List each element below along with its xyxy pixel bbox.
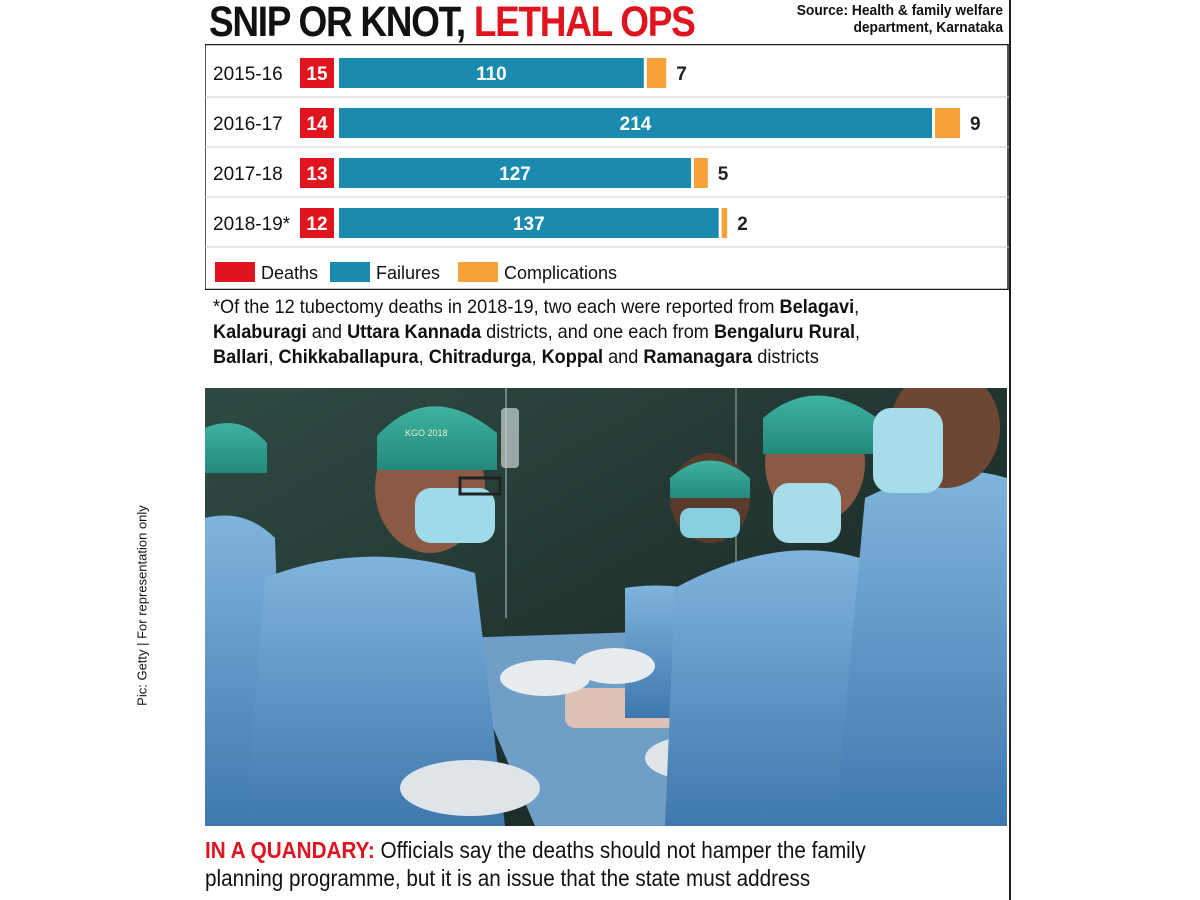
chart-border	[205, 44, 1009, 290]
legend-label: Complications	[504, 263, 617, 283]
title-part-2: LETHAL OPS	[473, 0, 696, 46]
category-label: 2017-18	[213, 164, 283, 185]
caption-line-2: planning programme, but it is an issue t…	[205, 865, 811, 891]
title-part-1: SNIP OR KNOT,	[209, 0, 474, 46]
source-line-2: department, Karnataka	[853, 19, 1003, 36]
legend-swatch	[458, 262, 498, 282]
legend-label: Failures	[376, 263, 440, 283]
note-district-4: Bengaluru Rural	[713, 321, 856, 343]
note-text-4: districts, and one each from	[481, 321, 714, 343]
caption-lead: IN A QUANDARY:	[205, 837, 375, 863]
note-text-1: *Of the 12 tubectomy deaths in 2018-19, …	[213, 296, 780, 318]
failures-bar	[339, 208, 719, 238]
chart-title: SNIP OR KNOT, LETHAL OPS	[209, 0, 696, 47]
failures-bar	[339, 158, 691, 188]
cap-label: KGO 2018	[405, 428, 448, 438]
complications-bar	[935, 108, 960, 138]
chart-background	[205, 44, 1009, 290]
deaths-label: 13	[306, 164, 327, 185]
complications-label: 2	[737, 214, 748, 235]
failures-label: 137	[513, 214, 545, 235]
category-label: 2018-19*	[213, 214, 291, 235]
note-text-9: and	[603, 346, 644, 368]
note-district-6: Chikkaballapura	[278, 346, 419, 368]
note-district-7: Chitradurga	[428, 346, 532, 368]
note-text-7: ,	[418, 346, 429, 368]
deaths-bar	[300, 108, 334, 138]
footnote: *Of the 12 tubectomy deaths in 2018-19, …	[213, 295, 948, 370]
photo-caption: IN A QUANDARY: Officials say the deaths …	[205, 836, 925, 892]
deaths-bar	[300, 208, 334, 238]
complications-bar	[693, 158, 708, 188]
note-text-10: districts	[752, 346, 819, 368]
deaths-label: 12	[306, 214, 327, 235]
note-district-2: Kalaburagi	[213, 321, 307, 343]
failures-bar	[339, 58, 644, 88]
category-label: 2015-16	[213, 64, 283, 85]
deaths-bar	[300, 158, 334, 188]
chart-legend: Deaths Failures Complications	[215, 262, 617, 283]
note-district-5: Ballari	[213, 346, 269, 368]
surgery-photo-illustration: KGO 2018	[205, 388, 1007, 826]
note-district-9: Ramanagara	[643, 346, 753, 368]
failures-label: 214	[620, 114, 652, 135]
failures-bar	[339, 108, 933, 138]
complications-bar	[646, 58, 667, 88]
category-label: 2016-17	[213, 114, 283, 135]
chart-rows: 2015-16 15 110 7 2016-17 14 214 9 2017-18 13 127 5 2…	[213, 58, 981, 238]
legend-swatch	[215, 262, 255, 282]
note-text-6: ,	[268, 346, 279, 368]
source-line-1: Source: Health & family welfare	[796, 2, 1003, 19]
legend-label: Deaths	[261, 263, 318, 283]
infographic: SNIP OR KNOT, LETHAL OPS Source: Health …	[135, 0, 1011, 900]
note-text-5: ,	[855, 321, 861, 343]
caption-line-1: Officials say the deaths should not hamp…	[374, 837, 866, 863]
deaths-bar	[300, 58, 334, 88]
complications-label: 5	[718, 164, 729, 185]
note-district-8: Koppal	[541, 346, 604, 368]
legend-swatch	[330, 262, 370, 282]
source-credit: Source: Health & family welfare departme…	[755, 2, 1003, 36]
complications-label: 7	[676, 64, 687, 85]
failures-label: 110	[476, 64, 507, 85]
complications-label: 9	[970, 114, 981, 135]
surgery-photo: KGO 2018	[205, 388, 1007, 826]
failures-label: 127	[499, 164, 531, 185]
note-district-3: Uttara Kannada	[347, 321, 482, 343]
note-text-2: ,	[854, 296, 860, 318]
deaths-label: 14	[306, 114, 328, 135]
bar-chart: 2015-16 15 110 7 2016-17 14 214 9 2017-18 13 127 5 2…	[205, 44, 1009, 290]
note-district-1: Belagavi	[779, 296, 855, 318]
deaths-label: 15	[306, 64, 328, 85]
complications-bar	[721, 208, 728, 238]
note-text-3: and	[306, 321, 348, 343]
header: SNIP OR KNOT, LETHAL OPS Source: Health …	[205, 0, 1009, 47]
note-text-8: ,	[531, 346, 542, 368]
photo-credit: Pic: Getty | For representation only	[134, 505, 150, 706]
